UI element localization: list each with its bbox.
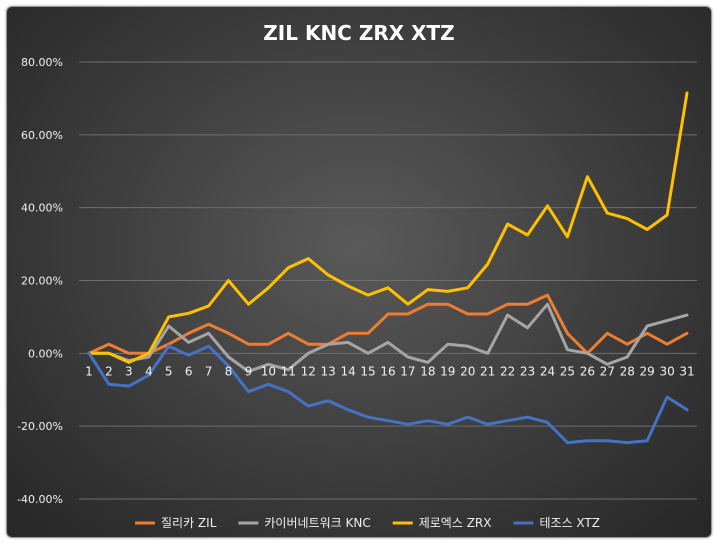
x-axis-tick-labels: 1 2 3 4 5 6 7 8 9 10 11 12 13 14 15 16 17 18 19 20 21 22 23 24 2… — [85, 364, 695, 378]
x-tick-label: 2 — [105, 364, 113, 378]
chart-area: ZIL KNC ZRX XTZ 80.00% 60.00% 40.00% 20.00%… — [6, 6, 712, 538]
x-tick-label: 13 — [321, 364, 336, 378]
legend-label: 카이버네트워크 KNC — [264, 516, 370, 530]
y-tick-label: 40.00% — [21, 202, 63, 215]
x-tick-label: 26 — [580, 364, 595, 378]
y-axis-tick-labels: 80.00% 60.00% 40.00% 20.00% 0.00% -20.00% -40.… — [17, 56, 63, 506]
chart-title: ZIL KNC ZRX XTZ — [263, 21, 454, 45]
legend-label: 테조스 XTZ — [539, 516, 600, 530]
x-tick-label: 17 — [400, 364, 415, 378]
x-tick-label: 1 — [85, 364, 93, 378]
x-tick-label: 4 — [145, 364, 153, 378]
grid-lines — [79, 61, 697, 500]
x-tick-label: 9 — [245, 364, 253, 378]
y-tick-label: 80.00% — [21, 56, 63, 69]
legend-label: 제로엑스 ZRX — [419, 516, 492, 530]
series-line-0 — [87, 293, 689, 355]
x-tick-label: 19 — [440, 364, 455, 378]
x-tick-label: 5 — [165, 364, 173, 378]
series-lines — [87, 91, 689, 445]
y-tick-label: 20.00% — [21, 275, 63, 288]
x-tick-label: 21 — [480, 364, 495, 378]
x-tick-label: 18 — [420, 364, 435, 378]
y-tick-label: 0.00% — [28, 347, 63, 360]
x-tick-label: 14 — [340, 364, 355, 378]
y-tick-label: -20.00% — [17, 420, 63, 433]
legend-label: 질리카 ZIL — [161, 516, 217, 530]
x-tick-label: 23 — [520, 364, 535, 378]
x-tick-label: 22 — [500, 364, 515, 378]
x-tick-label: 28 — [620, 364, 635, 378]
y-tick-label: 60.00% — [21, 129, 63, 142]
x-tick-label: 25 — [560, 364, 575, 378]
x-tick-label: 20 — [460, 364, 475, 378]
y-tick-label: -40.00% — [17, 493, 63, 506]
series-line-1 — [87, 302, 689, 373]
x-tick-label: 8 — [225, 364, 233, 378]
line-chart: ZIL KNC ZRX XTZ 80.00%60.00%40.00%20.00%… — [17, 21, 697, 530]
series-line-2 — [87, 91, 689, 364]
x-tick-label: 16 — [380, 364, 395, 378]
x-tick-label: 24 — [540, 364, 555, 378]
x-tick-label: 27 — [600, 364, 615, 378]
x-tick-label: 15 — [360, 364, 375, 378]
x-tick-label: 29 — [640, 364, 655, 378]
legend: 질리카 ZIL 카이버네트워크 KNC 제로엑스 ZRX 테조스 XTZ — [135, 516, 600, 530]
x-tick-label: 31 — [679, 364, 694, 378]
x-tick-label: 11 — [281, 364, 296, 378]
x-tick-label: 12 — [301, 364, 316, 378]
x-tick-label: 6 — [185, 364, 193, 378]
series-line-3 — [87, 344, 689, 445]
x-tick-label: 10 — [261, 364, 276, 378]
x-tick-label: 3 — [125, 364, 133, 378]
x-tick-label: 7 — [205, 364, 213, 378]
x-tick-label: 30 — [659, 364, 674, 378]
